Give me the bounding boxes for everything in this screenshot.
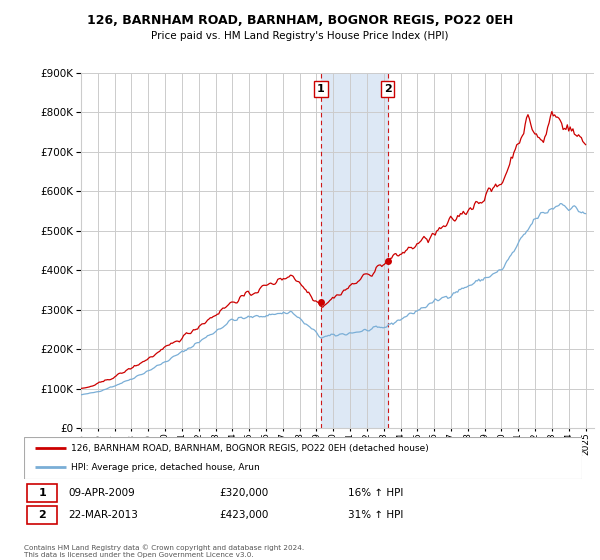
Bar bbox=[27, 506, 58, 524]
Text: 1: 1 bbox=[317, 84, 325, 94]
Text: 2: 2 bbox=[384, 84, 391, 94]
Text: Price paid vs. HM Land Registry's House Price Index (HPI): Price paid vs. HM Land Registry's House … bbox=[151, 31, 449, 41]
Text: 22-MAR-2013: 22-MAR-2013 bbox=[68, 510, 139, 520]
Text: £423,000: £423,000 bbox=[220, 510, 269, 520]
Text: 09-APR-2009: 09-APR-2009 bbox=[68, 488, 136, 497]
Text: 16% ↑ HPI: 16% ↑ HPI bbox=[347, 488, 403, 497]
Text: Contains HM Land Registry data © Crown copyright and database right 2024.
This d: Contains HM Land Registry data © Crown c… bbox=[24, 545, 304, 558]
Text: 1: 1 bbox=[38, 488, 46, 497]
Text: 126, BARNHAM ROAD, BARNHAM, BOGNOR REGIS, PO22 0EH: 126, BARNHAM ROAD, BARNHAM, BOGNOR REGIS… bbox=[87, 14, 513, 27]
Text: 126, BARNHAM ROAD, BARNHAM, BOGNOR REGIS, PO22 0EH (detached house): 126, BARNHAM ROAD, BARNHAM, BOGNOR REGIS… bbox=[71, 444, 429, 452]
Text: £320,000: £320,000 bbox=[220, 488, 269, 497]
Text: HPI: Average price, detached house, Arun: HPI: Average price, detached house, Arun bbox=[71, 463, 260, 472]
Text: 2: 2 bbox=[38, 510, 46, 520]
Bar bbox=[27, 483, 58, 502]
Bar bbox=[321, 73, 388, 428]
Text: 31% ↑ HPI: 31% ↑ HPI bbox=[347, 510, 403, 520]
